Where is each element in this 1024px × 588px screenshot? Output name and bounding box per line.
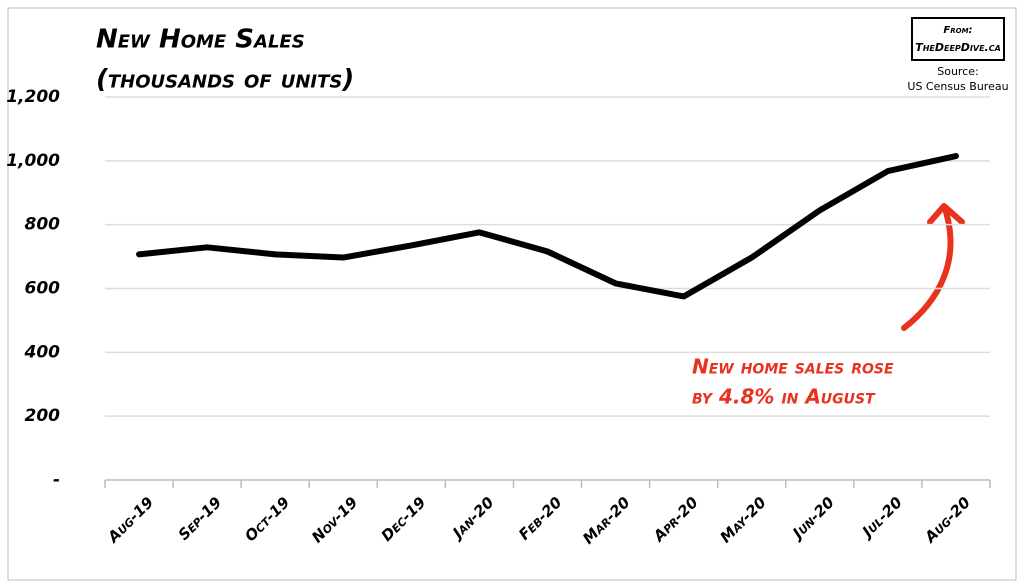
source-box — [911, 17, 1005, 61]
chart-border — [7, 7, 1017, 581]
y-tick-label: 800 — [25, 215, 61, 235]
annotation: by 4.8% in August — [692, 385, 876, 409]
annotation-arrowhead — [927, 203, 965, 225]
annotation: New home sales rose — [692, 355, 894, 379]
source-label: Source: — [937, 65, 979, 78]
source-from: From: — [943, 25, 972, 36]
y-tick-label: - — [53, 470, 60, 490]
y-tick-label: 400 — [24, 342, 61, 362]
chart-title: New Home Sales — [96, 25, 305, 55]
y-tick-label: 200 — [25, 406, 61, 426]
y-tick-label: 1,000 — [6, 151, 60, 171]
y-tick-label: 1,200 — [6, 87, 60, 107]
data-line — [136, 153, 959, 300]
source-site: TheDeepDive.ca — [915, 41, 1001, 54]
chart-title: (thousands of units) — [96, 65, 354, 95]
y-tick-label: 600 — [25, 279, 61, 299]
source-text: US Census Bureau — [907, 80, 1008, 93]
annotation-arrow — [901, 209, 954, 331]
